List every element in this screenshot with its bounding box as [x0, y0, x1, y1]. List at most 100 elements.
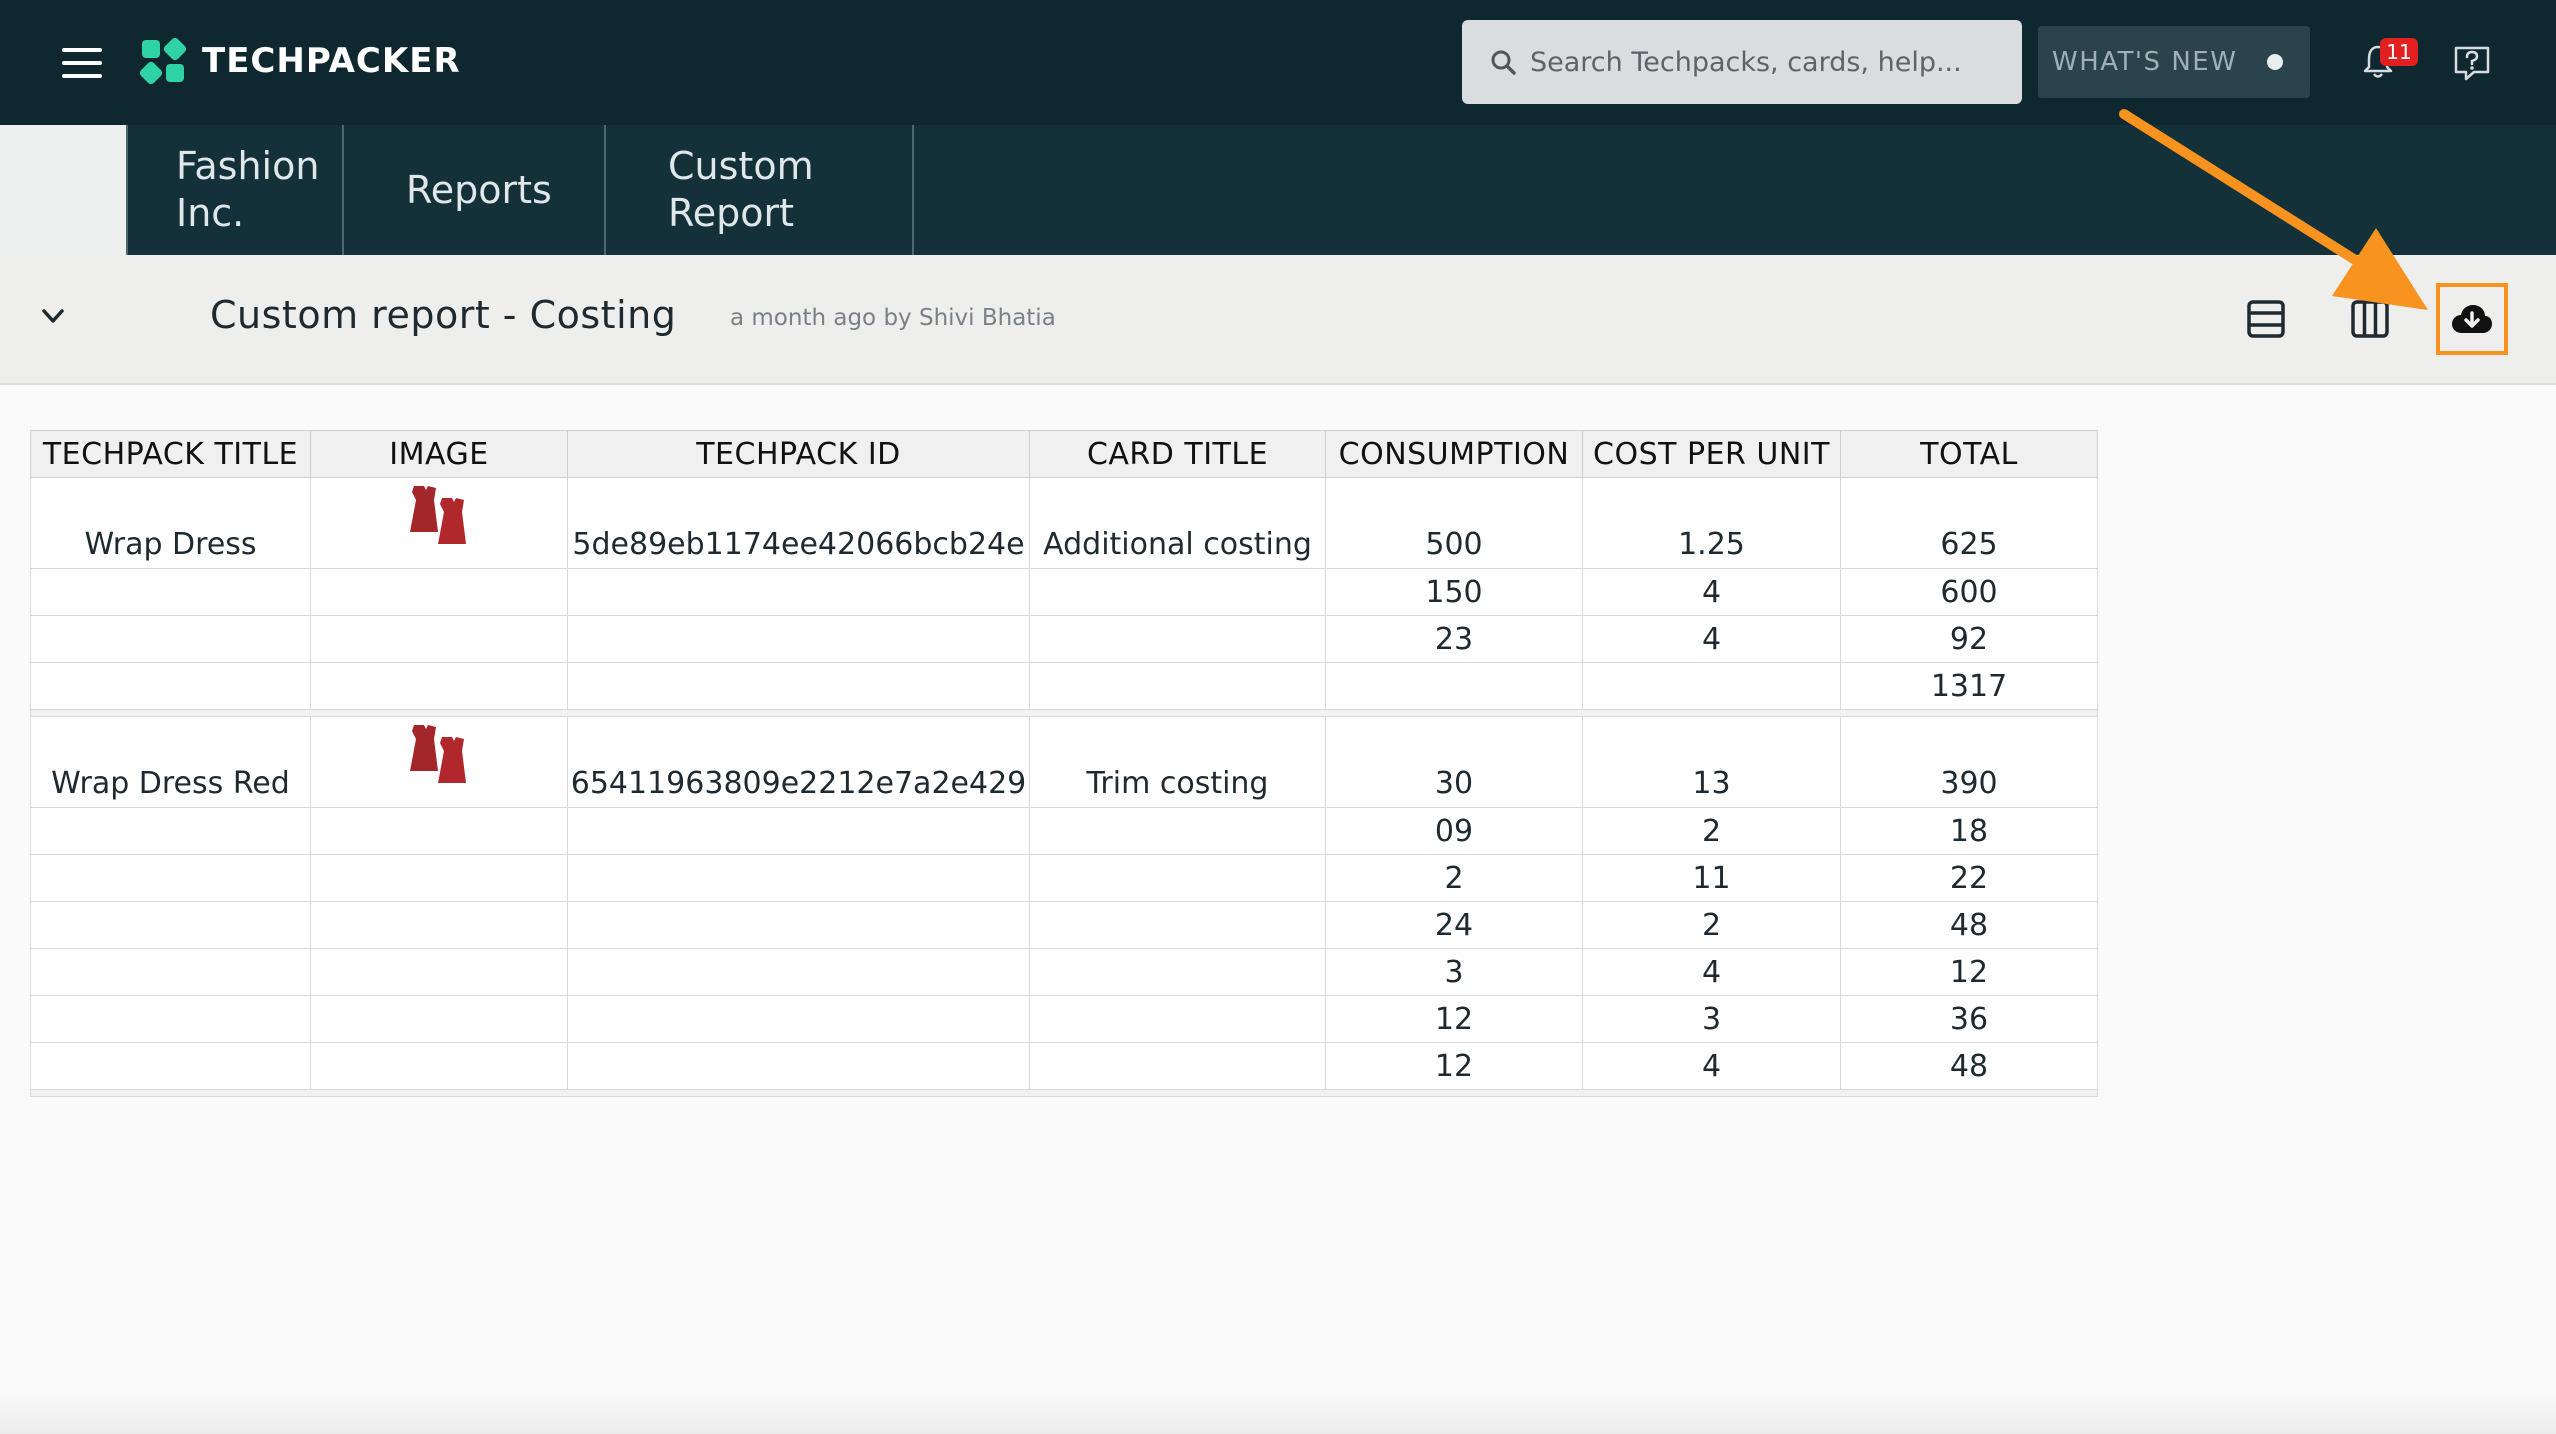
- techpack-id-cell[interactable]: 65411963809e2212e7a2e429: [567, 716, 1030, 808]
- search-input[interactable]: [1528, 45, 2012, 79]
- row-view-button[interactable]: [2230, 283, 2302, 355]
- breadcrumb-label-line: Report: [668, 191, 794, 235]
- annotation-arrow-icon: [2119, 109, 2428, 310]
- card-title-cell[interactable]: Trim costing: [1029, 716, 1326, 808]
- image-cell: [310, 716, 568, 808]
- breadcrumb-label-line: Reports: [406, 167, 552, 212]
- empty-cell: [30, 854, 311, 902]
- cost-per-unit-cell: 4: [1582, 615, 1841, 663]
- total-cell: 48: [1840, 901, 2098, 949]
- top-navigation-bar: TECHPACKER WHAT'S NEW 11: [0, 0, 2556, 125]
- empty-cell: [30, 901, 311, 949]
- column-header-total[interactable]: TOTAL: [1840, 430, 2098, 478]
- table-row: 23 4 92: [30, 615, 2098, 663]
- table-header-row: TECHPACK TITLE IMAGE TECHPACK ID CARD TI…: [30, 430, 2098, 478]
- breadcrumb-label-line: Inc.: [176, 191, 245, 235]
- empty-cell: [1029, 615, 1326, 663]
- column-header-techpack-title[interactable]: TECHPACK TITLE: [30, 430, 311, 478]
- column-header-consumption[interactable]: CONSUMPTION: [1325, 430, 1583, 478]
- column-header-cost-per-unit[interactable]: COST PER UNIT: [1582, 430, 1841, 478]
- cost-per-unit-cell: 1.25: [1582, 477, 1841, 569]
- breadcrumb-label: Fashion Inc.: [176, 143, 319, 237]
- consumption-cell: 12: [1325, 1042, 1583, 1090]
- techpack-id-cell[interactable]: 5de89eb1174ee42066bcb24e: [567, 477, 1030, 569]
- cost-per-unit-cell: 2: [1582, 901, 1841, 949]
- breadcrumb-item-reports[interactable]: Reports: [344, 125, 606, 255]
- consumption-cell: 500: [1325, 477, 1583, 569]
- cost-per-unit-cell: 2: [1582, 807, 1841, 855]
- empty-cell: [567, 948, 1030, 996]
- table-row: Wrap Dress Red 65411963809e2212e7a2e429 …: [30, 716, 2098, 808]
- empty-cell: [30, 1042, 311, 1090]
- breadcrumb-item-fashion-inc[interactable]: Fashion Inc.: [126, 125, 344, 255]
- separator-cell: [30, 1089, 2098, 1097]
- chevron-down-icon[interactable]: [40, 305, 66, 327]
- breadcrumb-label: Custom Report: [668, 143, 814, 237]
- image-cell: [310, 477, 568, 569]
- empty-cell: [310, 568, 568, 616]
- table-row: 150 4 600: [30, 568, 2098, 616]
- empty-cell: [1029, 1042, 1326, 1090]
- columns-layout-icon: [2351, 300, 2389, 338]
- cost-per-unit-cell: 4: [1582, 1042, 1841, 1090]
- cloud-download-icon: [2452, 305, 2492, 333]
- empty-cell: [30, 615, 311, 663]
- techpack-title-cell[interactable]: Wrap Dress Red: [30, 716, 311, 808]
- card-title-cell[interactable]: Additional costing: [1029, 477, 1326, 569]
- table-row: 2 11 22: [30, 854, 2098, 902]
- breadcrumb-item-custom-report[interactable]: Custom Report: [606, 125, 914, 255]
- help-chat-icon[interactable]: [2452, 44, 2492, 82]
- total-cell: 18: [1840, 807, 2098, 855]
- empty-cell: [567, 1042, 1030, 1090]
- empty-cell: [30, 662, 311, 710]
- hamburger-menu-icon[interactable]: [62, 48, 102, 78]
- empty-cell: [310, 615, 568, 663]
- empty-cell: [310, 995, 568, 1043]
- table-row: Wrap Dress 5de89eb1174ee42066bcb24e Addi…: [30, 477, 2098, 569]
- table-row: 12 3 36: [30, 995, 2098, 1043]
- consumption-cell: [1325, 662, 1583, 710]
- empty-cell: [30, 807, 311, 855]
- empty-cell: [310, 948, 568, 996]
- rows-layout-icon: [2247, 300, 2285, 338]
- column-header-card-title[interactable]: CARD TITLE: [1029, 430, 1326, 478]
- consumption-cell: 150: [1325, 568, 1583, 616]
- consumption-cell: 24: [1325, 901, 1583, 949]
- global-search[interactable]: [1462, 20, 2022, 104]
- notification-count-badge: 11: [2380, 38, 2418, 66]
- empty-cell: [310, 854, 568, 902]
- consumption-cell: 23: [1325, 615, 1583, 663]
- total-cell: 625: [1840, 477, 2098, 569]
- empty-cell: [30, 568, 311, 616]
- empty-cell: [310, 807, 568, 855]
- empty-cell: [1029, 901, 1326, 949]
- consumption-cell: 09: [1325, 807, 1583, 855]
- report-meta: a month ago by Shivi Bhatia: [730, 305, 1056, 331]
- table-row: 12 4 48: [30, 1042, 2098, 1090]
- empty-cell: [1029, 662, 1326, 710]
- whats-new-button[interactable]: WHAT'S NEW: [2038, 26, 2310, 98]
- total-cell: 48: [1840, 1042, 2098, 1090]
- column-header-techpack-id[interactable]: TECHPACK ID: [567, 430, 1030, 478]
- column-view-button[interactable]: [2334, 283, 2406, 355]
- table-row: 1317: [30, 662, 2098, 710]
- group-separator: [30, 709, 2098, 717]
- empty-cell: [310, 662, 568, 710]
- empty-cell: [567, 854, 1030, 902]
- group-separator: [30, 1089, 2098, 1097]
- column-header-image[interactable]: IMAGE: [310, 430, 568, 478]
- techpack-title-cell[interactable]: Wrap Dress: [30, 477, 311, 569]
- breadcrumb-label-line: Custom: [668, 144, 814, 188]
- cost-per-unit-cell: 4: [1582, 568, 1841, 616]
- empty-cell: [567, 901, 1030, 949]
- dress-thumbnail-icon[interactable]: [404, 721, 474, 787]
- download-report-button[interactable]: [2436, 283, 2508, 355]
- total-cell: 36: [1840, 995, 2098, 1043]
- report-header: Custom report - Costing a month ago by S…: [0, 255, 2556, 385]
- table-row: 24 2 48: [30, 901, 2098, 949]
- dress-thumbnail-icon[interactable]: [404, 482, 474, 548]
- empty-cell: [567, 662, 1030, 710]
- whats-new-label: WHAT'S NEW: [2052, 47, 2238, 77]
- cost-per-unit-cell: [1582, 662, 1841, 710]
- page-bottom-edge: [0, 1390, 2556, 1434]
